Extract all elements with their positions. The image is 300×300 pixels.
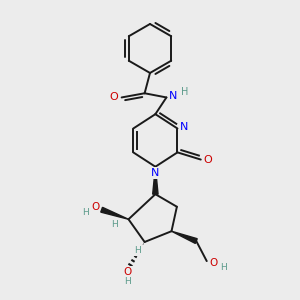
Text: O: O xyxy=(209,258,218,268)
Text: O: O xyxy=(91,202,99,212)
Text: H: H xyxy=(111,220,118,229)
Text: N: N xyxy=(151,168,160,178)
Polygon shape xyxy=(153,167,158,194)
Text: O: O xyxy=(203,155,212,165)
Text: O: O xyxy=(110,92,118,102)
Text: H: H xyxy=(134,245,141,254)
Text: O: O xyxy=(124,267,132,278)
Text: N: N xyxy=(180,122,188,132)
Polygon shape xyxy=(101,207,128,219)
Text: H: H xyxy=(124,278,131,286)
Text: H: H xyxy=(220,263,226,272)
Polygon shape xyxy=(172,231,197,243)
Text: H: H xyxy=(82,208,88,217)
Text: N: N xyxy=(169,91,177,101)
Text: H: H xyxy=(181,87,188,97)
